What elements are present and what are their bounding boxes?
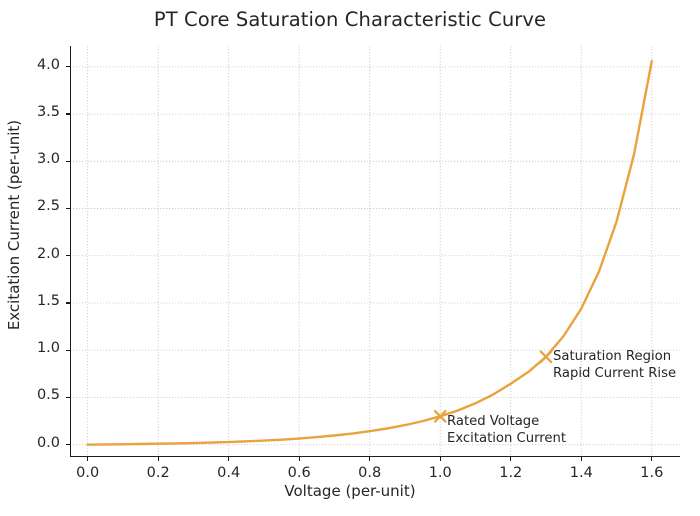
x-tick-mark <box>580 457 582 461</box>
y-tick-label: 0.5 <box>36 387 60 404</box>
y-axis-label: Excitation Current (per-unit) <box>5 119 23 331</box>
x-tick-label: 1.0 <box>428 465 452 481</box>
x-tick-mark <box>228 457 230 461</box>
y-tick-label: 1.5 <box>36 292 60 309</box>
y-tick-label: 3.5 <box>36 104 60 121</box>
x-tick-mark <box>157 457 159 461</box>
y-axis-spine <box>70 46 72 457</box>
y-tick-label: 2.5 <box>36 198 60 215</box>
y-tick-label: 0.0 <box>36 434 60 451</box>
annotation-saturation-region: Saturation Region Rapid Current Rise <box>553 349 676 382</box>
y-tick-mark <box>66 396 70 399</box>
annotation-rated-line1: Rated Voltage <box>447 414 540 429</box>
y-tick-mark <box>66 207 70 210</box>
chart-title: PT Core Saturation Characteristic Curve <box>153 8 547 31</box>
y-tick-mark <box>66 302 70 304</box>
x-axis-spine <box>70 456 680 458</box>
x-tick-label: 0.6 <box>287 465 311 481</box>
x-tick-label: 0.0 <box>76 465 100 481</box>
x-axis-label: Voltage (per-unit) <box>284 482 416 500</box>
x-tick-label: 1.4 <box>569 465 593 481</box>
y-tick-mark <box>66 444 70 446</box>
data-marker-rated-voltage-point <box>433 409 447 423</box>
x-tick-mark <box>369 457 371 461</box>
annotation-rated-line2: Excitation Current <box>447 430 567 446</box>
x-tick-label: 0.2 <box>146 465 170 481</box>
y-tick-mark <box>66 113 70 115</box>
y-tick-mark <box>66 349 70 351</box>
plot-area: 0.0 0.2 0.4 0.6 0.8 1.0 1.2 1.4 1.6 0.0 0.5 1.0 1.5… <box>37 46 680 481</box>
x-tick-label: 0.4 <box>217 465 241 481</box>
data-marker-saturation-point <box>539 350 553 364</box>
y-tick-label: 3.0 <box>36 151 60 168</box>
y-tick-label: 4.0 <box>36 56 60 73</box>
x-tick-mark <box>439 457 441 461</box>
y-tick-label: 2.0 <box>36 245 60 262</box>
x-tick-mark <box>87 457 89 461</box>
x-tick-label: 0.8 <box>358 465 382 481</box>
grid-lines <box>70 46 680 456</box>
annotation-saturation-line2: Rapid Current Rise <box>553 365 677 381</box>
y-tick-mark <box>66 160 70 162</box>
x-tick-label: 1.6 <box>640 465 664 481</box>
data-curve-layer <box>86 59 653 446</box>
y-tick-label: 1.0 <box>36 340 60 357</box>
marker-layer <box>433 350 553 423</box>
saturation-curve <box>86 59 653 446</box>
y-tick-mark <box>66 66 70 68</box>
annotation-saturation-line1: Saturation Region <box>553 349 672 364</box>
y-tick-mark <box>66 255 70 257</box>
x-tick-mark <box>298 457 300 461</box>
x-tick-label: 1.2 <box>499 465 523 481</box>
x-tick-mark <box>651 457 653 461</box>
x-tick-mark <box>510 457 512 461</box>
annotation-rated-voltage: Rated Voltage Excitation Current <box>447 414 566 447</box>
